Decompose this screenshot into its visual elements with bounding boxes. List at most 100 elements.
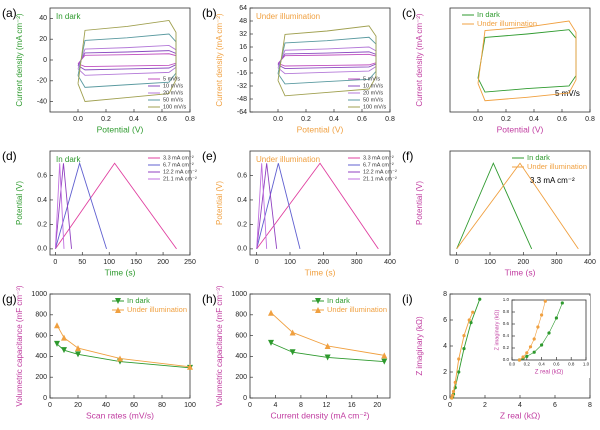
x-axis-label: Z real (kΩ) — [535, 369, 564, 375]
series-line — [256, 163, 301, 249]
data-point — [543, 299, 547, 303]
series-line — [270, 342, 385, 363]
data-point — [467, 318, 471, 322]
legend-label: 20 mV/s — [163, 90, 183, 96]
y-tick-label: -32 — [237, 83, 247, 90]
data-point — [521, 355, 525, 359]
panel-label: (c) — [402, 6, 416, 20]
y-tick-label: 0 — [443, 395, 447, 402]
x-tick-label: 0.8 — [585, 116, 595, 123]
y-axis-label: Potential (V) — [415, 181, 424, 225]
annotation: Under illumination — [256, 155, 320, 164]
y-axis-label: Z imaginary (kΩ) — [494, 309, 500, 350]
panel-label: (i) — [402, 292, 413, 306]
data-point — [532, 350, 536, 354]
x-axis-label: Time (s) — [105, 267, 136, 277]
series-line — [277, 53, 377, 67]
y-axis-label: Potential (V) — [215, 181, 224, 225]
plot-frame — [511, 299, 587, 361]
y-tick-label: 0.2 — [503, 345, 510, 350]
x-tick-label: 0.2 — [101, 116, 111, 123]
annotation: Under illumination — [256, 12, 320, 21]
y-tick-label: 600 — [35, 332, 47, 339]
y-tick-label: 6 — [443, 317, 447, 324]
y-tick-label: 0 — [243, 57, 247, 64]
x-axis-label: Time (s) — [505, 267, 536, 277]
x-tick-label: 300 — [551, 259, 563, 266]
data-point — [457, 370, 461, 374]
series-line — [54, 163, 72, 249]
x-axis-label: Potential (V) — [97, 124, 144, 134]
x-tick-label: 16 — [348, 402, 356, 409]
x-tick-label: 0.8 — [568, 362, 575, 367]
inset-background — [490, 296, 590, 378]
annotation: 5 mV/s — [555, 89, 580, 98]
x-tick-label: 0.0 — [73, 116, 83, 123]
series-line — [277, 25, 377, 97]
annotation: In dark — [56, 155, 81, 164]
data-point — [268, 339, 274, 346]
series-line — [256, 162, 379, 250]
series-line — [477, 29, 577, 93]
data-point — [517, 358, 522, 362]
y-axis-label: Current density (mA cm⁻²) — [215, 13, 224, 106]
y-tick-label: 64 — [239, 5, 247, 12]
legend-label: 10 mV/s — [363, 83, 383, 89]
x-tick-label: 0.2 — [501, 116, 511, 123]
data-point — [554, 316, 559, 320]
data-point — [451, 389, 456, 394]
x-tick-label: 400 — [584, 259, 596, 266]
plot-frame — [249, 293, 391, 399]
data-point — [471, 310, 475, 314]
data-point — [547, 331, 551, 335]
series-line — [77, 19, 177, 102]
legend-marker — [115, 298, 121, 304]
x-tick-label: 4 — [518, 402, 522, 409]
series-line — [256, 163, 278, 249]
panel-label: (g) — [2, 292, 17, 306]
legend-label: 12.2 mA cm⁻² — [363, 169, 397, 175]
x-tick-label: 0.4 — [538, 362, 545, 367]
x-tick-label: 0.4 — [129, 116, 139, 123]
y-tick-label: -48 — [237, 96, 247, 103]
x-tick-label: 100 — [484, 259, 496, 266]
y-tick-label: 2 — [443, 369, 447, 376]
y-tick-label: 40 — [39, 15, 47, 22]
y-tick-label: 20 — [39, 36, 47, 43]
data-point — [54, 322, 60, 329]
x-tick-label: 200 — [157, 259, 169, 266]
y-tick-label: 0.8 — [503, 309, 510, 314]
legend-label: 6.7 mA cm⁻² — [163, 162, 194, 168]
x-tick-label: 20 — [74, 402, 82, 409]
data-point — [268, 309, 274, 316]
x-tick-label: 8 — [588, 402, 592, 409]
x-tick-label: 150 — [130, 259, 142, 266]
x-tick-label: 0.4 — [529, 116, 539, 123]
panel-label: (b) — [202, 6, 217, 20]
data-point — [528, 345, 533, 349]
x-tick-label: 0 — [255, 259, 259, 266]
legend-marker — [115, 307, 121, 313]
data-point — [289, 329, 296, 336]
data-point — [560, 301, 564, 305]
x-tick-label: 0 — [53, 259, 57, 266]
series-line — [77, 33, 177, 88]
x-tick-label: 100 — [284, 259, 296, 266]
data-point — [462, 334, 466, 338]
x-tick-label: 0 — [248, 402, 252, 409]
x-tick-label: 0.8 — [185, 116, 195, 123]
y-tick-label: -64 — [237, 109, 247, 116]
data-point — [469, 321, 473, 325]
y-tick-label: 600 — [235, 332, 247, 339]
series-line — [277, 46, 377, 75]
x-tick-label: 400 — [384, 259, 396, 266]
x-tick-label: 8 — [299, 402, 303, 409]
legend-label: 3.3 mA cm⁻² — [363, 155, 394, 161]
legend-label: Under illumination — [127, 305, 187, 314]
series-line — [270, 312, 385, 356]
panel-label: (e) — [202, 149, 217, 163]
x-tick-label: 0.2 — [301, 116, 311, 123]
legend-label: 12.2 mA cm⁻² — [163, 169, 197, 175]
y-tick-label: 0.0 — [237, 246, 247, 253]
